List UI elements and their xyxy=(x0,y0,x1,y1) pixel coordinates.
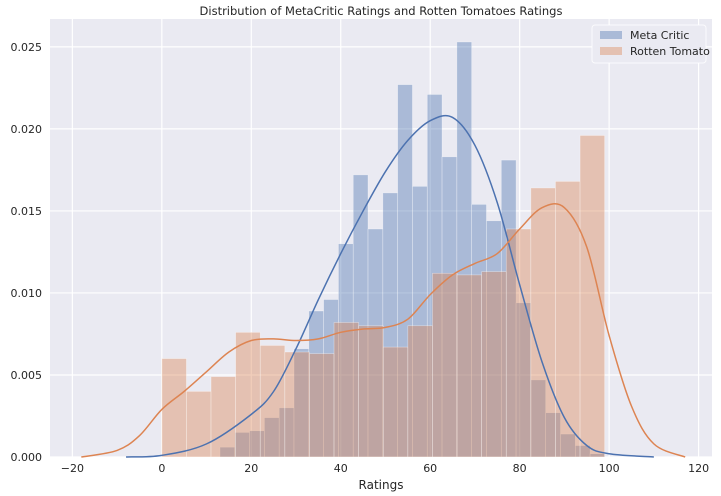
x-axis-ticks: −20 0 20 40 60 80 100 120 xyxy=(61,462,709,475)
x-tick-label: 0 xyxy=(158,462,165,475)
histogram-bars xyxy=(161,41,605,458)
x-tick-label: 120 xyxy=(688,462,709,475)
bar-rotten-tomato xyxy=(186,391,212,458)
bar-rotten-tomato xyxy=(210,376,236,458)
y-tick-label: 0.010 xyxy=(11,287,43,300)
bar-rotten-tomato xyxy=(235,332,261,458)
y-tick-label: 0.025 xyxy=(11,41,43,54)
chart-title: Distribution of MetaCritic Ratings and R… xyxy=(200,4,563,18)
y-tick-label: 0.020 xyxy=(11,123,43,136)
legend-label-meta-critic: Meta Critic xyxy=(630,29,690,42)
bar-rotten-tomato xyxy=(161,358,187,458)
x-tick-label: 80 xyxy=(513,462,527,475)
kde-line-rotten-tomato xyxy=(81,203,686,458)
y-tick-label: 0.005 xyxy=(11,369,43,382)
x-tick-label: 20 xyxy=(244,462,258,475)
bar-rotten-tomato xyxy=(259,345,286,458)
legend: Meta Critic Rotten Tomato xyxy=(591,24,710,64)
y-tick-label: 0.000 xyxy=(11,451,43,464)
x-tick-label: −20 xyxy=(61,462,84,475)
kde-curves xyxy=(81,114,686,458)
x-tick-label: 100 xyxy=(599,462,620,475)
bar-rotten-tomato xyxy=(407,325,433,458)
kde-line-meta-critic xyxy=(126,114,654,458)
grid-lines xyxy=(50,19,712,458)
bar-rotten-tomato xyxy=(481,271,507,458)
bar-rotten-tomato xyxy=(358,325,384,458)
y-tick-label: 0.015 xyxy=(11,205,43,218)
legend-label-rotten-tomato: Rotten Tomato xyxy=(630,45,710,58)
bar-rotten-tomato xyxy=(284,351,310,458)
bar-rotten-tomato xyxy=(579,135,605,458)
bar-rotten-tomato xyxy=(505,228,532,458)
bar-rotten-tomato xyxy=(382,346,409,458)
x-axis-label: Ratings xyxy=(359,478,404,492)
y-axis-ticks: 0.000 0.005 0.010 0.015 0.020 0.025 xyxy=(11,41,43,464)
bar-rotten-tomato xyxy=(333,322,359,458)
x-tick-label: 60 xyxy=(423,462,437,475)
bar-rotten-tomato xyxy=(309,353,335,458)
bar-rotten-tomato xyxy=(432,272,458,458)
legend-swatch-rotten-tomato xyxy=(600,47,622,55)
legend-swatch-meta-critic xyxy=(600,31,622,39)
bar-rotten-tomato xyxy=(530,187,556,458)
bar-rotten-tomato xyxy=(555,181,581,458)
x-tick-label: 40 xyxy=(334,462,348,475)
legend-box xyxy=(591,24,707,64)
bar-rotten-tomato xyxy=(456,274,482,458)
plot-background xyxy=(50,19,712,457)
